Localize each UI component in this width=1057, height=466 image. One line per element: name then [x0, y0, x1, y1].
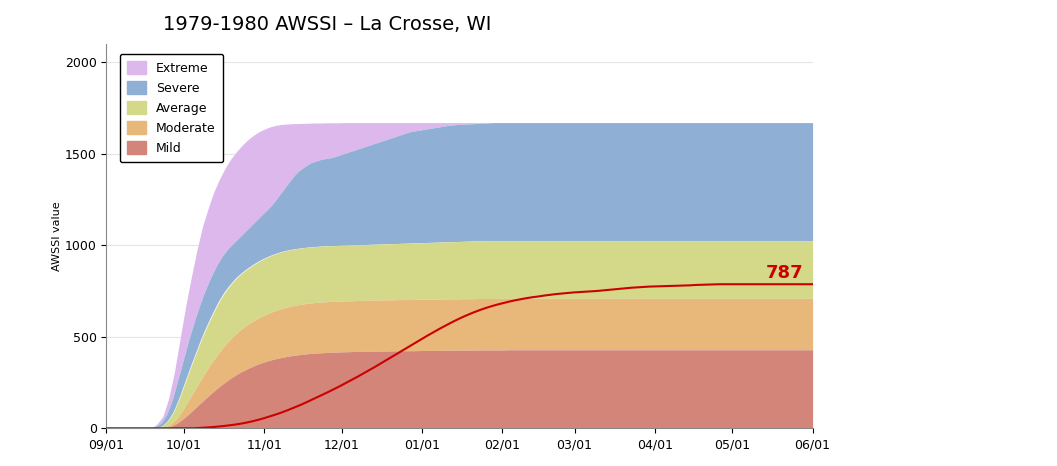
Text: 1979-1980 AWSSI – La Crosse, WI: 1979-1980 AWSSI – La Crosse, WI — [163, 15, 492, 34]
Legend: Extreme, Severe, Average, Moderate, Mild: Extreme, Severe, Average, Moderate, Mild — [119, 54, 223, 162]
Text: 787: 787 — [766, 264, 803, 282]
Y-axis label: AWSSI value: AWSSI value — [52, 201, 62, 271]
